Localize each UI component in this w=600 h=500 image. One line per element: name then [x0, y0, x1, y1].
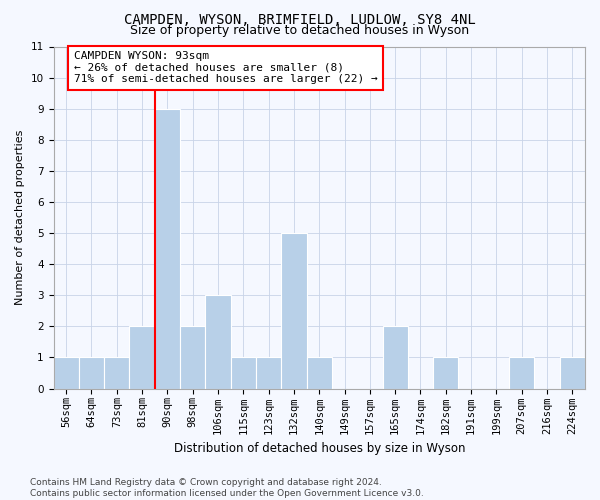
Bar — [104, 358, 130, 388]
Bar — [307, 358, 332, 388]
Y-axis label: Number of detached properties: Number of detached properties — [15, 130, 25, 305]
Bar — [256, 358, 281, 388]
Text: Size of property relative to detached houses in Wyson: Size of property relative to detached ho… — [130, 24, 470, 37]
Bar — [79, 358, 104, 388]
Bar — [205, 295, 230, 388]
Text: CAMPDEN, WYSON, BRIMFIELD, LUDLOW, SY8 4NL: CAMPDEN, WYSON, BRIMFIELD, LUDLOW, SY8 4… — [124, 12, 476, 26]
Bar — [509, 358, 535, 388]
Bar — [130, 326, 155, 388]
Bar — [433, 358, 458, 388]
Bar — [180, 326, 205, 388]
X-axis label: Distribution of detached houses by size in Wyson: Distribution of detached houses by size … — [173, 442, 465, 455]
Bar — [560, 358, 585, 388]
Bar — [383, 326, 408, 388]
Text: CAMPDEN WYSON: 93sqm
← 26% of detached houses are smaller (8)
71% of semi-detach: CAMPDEN WYSON: 93sqm ← 26% of detached h… — [74, 51, 377, 84]
Bar — [155, 108, 180, 388]
Bar — [53, 358, 79, 388]
Bar — [230, 358, 256, 388]
Bar — [281, 233, 307, 388]
Text: Contains HM Land Registry data © Crown copyright and database right 2024.
Contai: Contains HM Land Registry data © Crown c… — [30, 478, 424, 498]
